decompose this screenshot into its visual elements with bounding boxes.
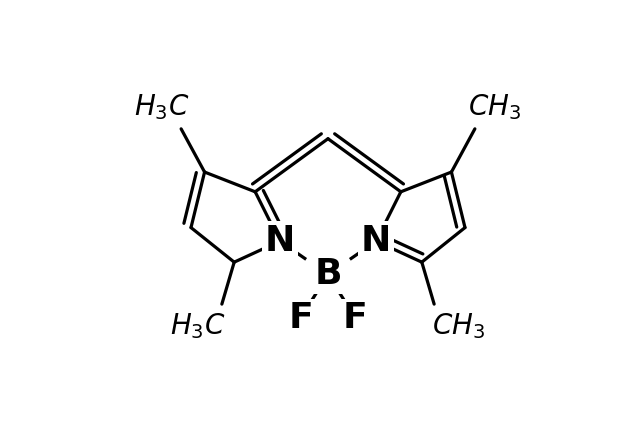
Text: $H_3C$: $H_3C$ xyxy=(170,311,225,341)
Text: $CH_3$: $CH_3$ xyxy=(468,92,521,122)
Text: F: F xyxy=(289,301,313,335)
Text: F: F xyxy=(343,301,367,335)
Text: $CH_3$: $CH_3$ xyxy=(432,311,485,341)
Text: $H_3C$: $H_3C$ xyxy=(134,92,189,122)
Text: N: N xyxy=(265,224,295,258)
Text: B: B xyxy=(314,258,342,292)
Text: N: N xyxy=(361,224,391,258)
